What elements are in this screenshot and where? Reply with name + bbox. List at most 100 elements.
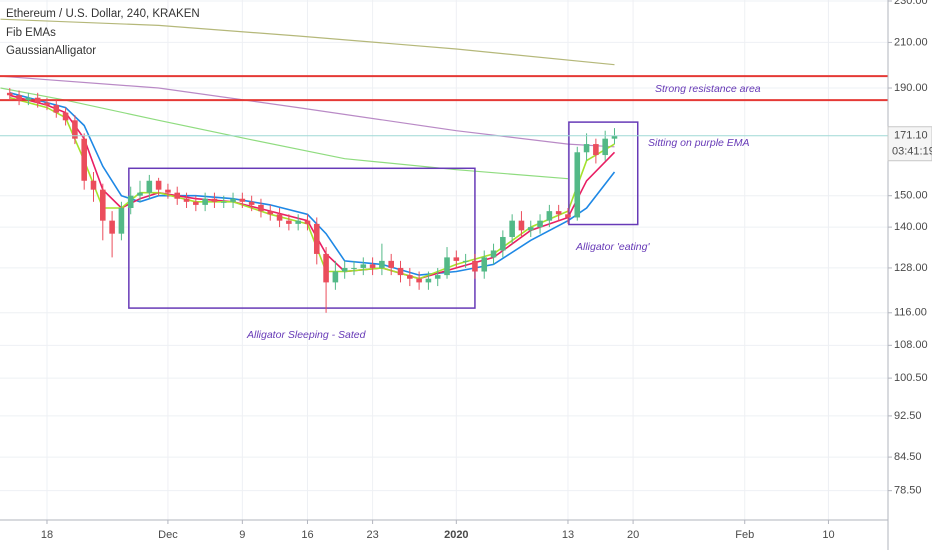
- indicator-name: GaussianAlligator: [6, 45, 96, 57]
- y-tick-label: 150.00: [894, 190, 928, 202]
- x-tick-label: 23: [366, 529, 378, 541]
- candle-body: [388, 260, 394, 268]
- candle-body: [72, 120, 78, 139]
- candle-body: [295, 220, 301, 224]
- candle-body: [379, 260, 385, 268]
- y-tick-label: 128.00: [894, 262, 928, 274]
- chart-title: Ethereum / U.S. Dollar, 240, KRAKEN: [6, 8, 200, 20]
- candle-body: [611, 136, 618, 139]
- candle-body: [481, 257, 488, 272]
- overlay-line: [0, 75, 615, 148]
- candle-body: [304, 220, 311, 224]
- candle-body: [555, 211, 562, 215]
- candle-body: [416, 278, 422, 283]
- candle-body: [276, 214, 283, 221]
- y-tick-label: 140.00: [894, 221, 928, 233]
- annotation: Alligator 'eating': [575, 241, 650, 253]
- candle-body: [360, 264, 367, 268]
- candle-body: [527, 227, 534, 231]
- annotation: Alligator Sleeping - Sated: [246, 329, 367, 341]
- candle-body: [407, 275, 413, 279]
- candle-body: [434, 275, 441, 279]
- annotation-box: [128, 167, 476, 309]
- candle-body: [332, 271, 339, 283]
- x-tick-label: 13: [562, 529, 574, 541]
- last-price-label: 171.10: [894, 130, 928, 142]
- y-tick-label: 230.00: [894, 0, 928, 7]
- candle-body: [565, 214, 571, 218]
- candle-body: [490, 250, 497, 258]
- annotation-box: [568, 121, 639, 226]
- x-tick-label: 9: [239, 529, 245, 541]
- candle-body: [44, 102, 50, 106]
- candle-body: [462, 260, 469, 262]
- candle-body: [546, 211, 553, 221]
- candle-body: [583, 144, 590, 153]
- candle-body: [425, 278, 432, 283]
- candle-body: [500, 236, 506, 251]
- annotation: Sitting on purple EMA: [648, 137, 750, 149]
- candle-body: [574, 152, 581, 218]
- candle-body: [62, 112, 69, 121]
- candle-body: [6, 92, 13, 96]
- x-tick-label: Feb: [735, 529, 754, 541]
- candle-body: [351, 267, 357, 269]
- candle-body: [602, 138, 608, 156]
- candle-body: [239, 198, 246, 202]
- x-tick-label: Dec: [158, 529, 178, 541]
- candle-body: [90, 180, 97, 190]
- indicator-name: Fib EMAs: [6, 27, 56, 39]
- candle-body: [165, 189, 171, 193]
- candle-body: [472, 260, 478, 272]
- candle-body: [202, 198, 208, 205]
- axes: 230.00 210.00 190.00 150.00 140.00 128.00 116.…: [41, 0, 932, 541]
- x-tick-label: 20: [627, 529, 639, 541]
- candle-body: [109, 220, 115, 234]
- candle-body: [313, 223, 320, 254]
- candle-body: [444, 257, 450, 276]
- candle-body: [34, 97, 41, 103]
- candle-body: [183, 198, 190, 202]
- y-tick-label: 78.50: [894, 485, 922, 497]
- candle-body: [397, 267, 404, 276]
- candle-body: [286, 220, 292, 224]
- y-tick-label: 100.50: [894, 372, 928, 384]
- price-tag: [887, 126, 932, 162]
- candle-body: [537, 220, 543, 228]
- x-tick-label: 18: [41, 529, 53, 541]
- x-tick-label: 16: [301, 529, 313, 541]
- candle-body: [323, 253, 329, 283]
- candle-body: [369, 264, 376, 268]
- candle-body: [193, 201, 199, 205]
- x-tick-label: 2020: [444, 529, 468, 541]
- y-tick-label: 210.00: [894, 36, 928, 48]
- candle-body: [127, 195, 134, 209]
- overlay-line: [0, 18, 615, 66]
- candle-body: [155, 180, 162, 190]
- countdown-label: 03:41:19: [892, 146, 932, 158]
- y-tick-label: 116.00: [894, 307, 927, 319]
- candle-body: [146, 180, 153, 193]
- plot: [0, 18, 888, 313]
- x-tick-label: 10: [822, 529, 834, 541]
- candle-body: [211, 198, 218, 202]
- candle-body: [118, 208, 125, 234]
- candle-body: [81, 138, 87, 181]
- annotation: Strong resistance area: [655, 83, 761, 95]
- candle-body: [509, 220, 515, 237]
- candle-body: [174, 192, 181, 199]
- candle-body: [267, 211, 274, 215]
- candle-body: [137, 192, 143, 196]
- candle-body: [453, 257, 460, 261]
- candle-body: [593, 144, 599, 156]
- candle-body: [258, 204, 264, 212]
- y-tick-label: 84.50: [894, 451, 922, 463]
- candle-body: [25, 97, 32, 101]
- candle-body: [341, 267, 348, 272]
- candle-body: [518, 220, 525, 231]
- candle-body: [16, 95, 22, 101]
- y-tick-label: 190.00: [894, 82, 928, 94]
- candle-body: [230, 198, 236, 202]
